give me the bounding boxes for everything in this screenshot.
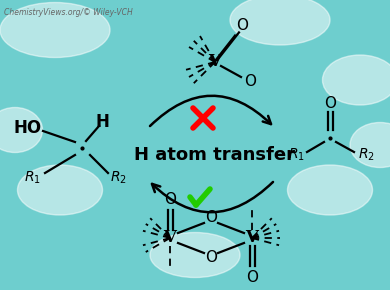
Text: $R_1$: $R_1$ [23, 170, 41, 186]
Text: H atom transfer: H atom transfer [135, 146, 296, 164]
Ellipse shape [230, 0, 330, 45]
Text: $R_1$: $R_1$ [287, 147, 305, 163]
Text: O: O [244, 75, 256, 90]
Text: O: O [324, 97, 336, 111]
Ellipse shape [0, 108, 43, 153]
Text: V: V [163, 229, 176, 246]
Text: O: O [205, 251, 217, 266]
Text: O: O [246, 269, 258, 284]
Text: ChemistryViews.org/© Wiley-VCH: ChemistryViews.org/© Wiley-VCH [4, 8, 133, 17]
FancyArrowPatch shape [150, 96, 271, 126]
Text: V: V [209, 53, 222, 70]
Text: V: V [246, 229, 259, 246]
Text: HO: HO [14, 119, 42, 137]
Text: $R_2$: $R_2$ [110, 170, 126, 186]
Ellipse shape [150, 233, 240, 278]
Ellipse shape [350, 122, 390, 168]
Ellipse shape [0, 3, 110, 57]
Text: O: O [236, 19, 248, 34]
Text: $R_2$: $R_2$ [358, 147, 374, 163]
Text: O: O [205, 211, 217, 226]
Text: O: O [164, 191, 176, 206]
FancyArrowPatch shape [152, 182, 273, 212]
Ellipse shape [323, 55, 390, 105]
Ellipse shape [18, 165, 103, 215]
Ellipse shape [287, 165, 372, 215]
Text: H: H [95, 113, 109, 131]
